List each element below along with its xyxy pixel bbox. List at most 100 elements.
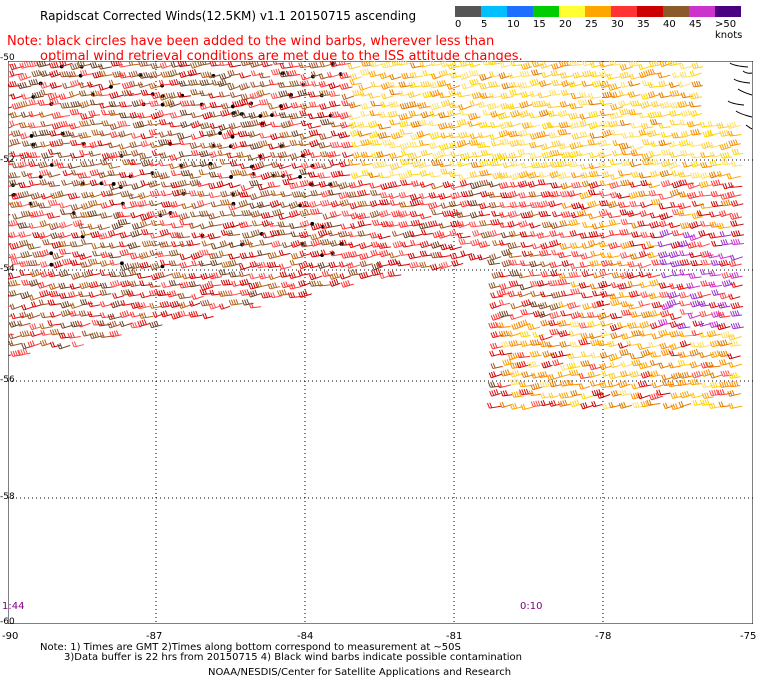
wind-barb [47, 92, 61, 101]
wind-barb [90, 90, 102, 97]
wind-barb [150, 62, 163, 70]
wind-barb [39, 129, 51, 137]
wind-barb [287, 69, 301, 77]
wind-barb [588, 163, 601, 170]
wind-barb [309, 151, 322, 159]
wind-barb [728, 139, 741, 147]
wind-barb [429, 110, 442, 117]
wind-barb [88, 150, 101, 157]
wind-barb [168, 121, 184, 128]
colorbar-label: 10 [507, 19, 520, 30]
wind-barb [328, 159, 343, 167]
wind-barb [628, 61, 642, 67]
wind-barb [249, 91, 263, 100]
wind-barb [317, 141, 332, 149]
wind-barb [270, 92, 283, 100]
wind-barb [378, 111, 392, 118]
wind-barb [517, 139, 531, 146]
wind-barb [588, 92, 602, 99]
wind-barb [568, 80, 582, 88]
lon-label-84: -84 [297, 631, 314, 642]
wind-barb [298, 62, 312, 69]
wind-barb [397, 61, 412, 66]
wind-barb [107, 142, 121, 149]
wind-barb [508, 81, 522, 89]
wind-barb [658, 122, 671, 129]
wind-barb [389, 162, 403, 171]
wind-barb [360, 159, 373, 167]
wind-barb [138, 61, 152, 67]
wind-barb [318, 80, 332, 88]
wind-barb [429, 102, 442, 111]
wind-barb [436, 79, 452, 87]
wind-barb [377, 131, 391, 139]
wind-barb [68, 122, 81, 130]
wind-barb [647, 81, 662, 88]
wind-barb [618, 99, 631, 107]
wind-barb [400, 149, 414, 156]
wind-barb [238, 82, 251, 91]
wind-barb [499, 138, 511, 146]
wind-barb [667, 61, 682, 67]
wind-barb [497, 112, 511, 120]
contamination-dot [218, 131, 223, 136]
wind-barb [472, 151, 484, 158]
wind-barb [609, 111, 624, 120]
wind-barb [200, 142, 214, 149]
lon-label-90: -90 [2, 631, 19, 642]
wind-barb [341, 141, 354, 149]
wind-barb [627, 90, 641, 98]
wind-barb [587, 99, 603, 106]
wind-barb [360, 138, 373, 146]
wind-barb [602, 91, 614, 99]
wind-barb [339, 82, 353, 90]
wind-barb [247, 101, 262, 109]
wind-barb [79, 69, 94, 77]
wind-barb [150, 111, 164, 120]
wind-barb [229, 160, 242, 167]
wind-barb [448, 142, 463, 149]
wind-barb [8, 172, 21, 179]
wind-barb [530, 69, 543, 76]
wind-barb [557, 172, 571, 179]
wind-barb [689, 70, 702, 77]
wind-barb [567, 160, 582, 168]
wind-barb [28, 160, 41, 168]
wind-barb [30, 142, 42, 149]
wind-barb [217, 79, 231, 87]
wind-barb [388, 100, 401, 108]
contamination-dot [258, 114, 263, 118]
wind-barb [27, 122, 42, 129]
lat-label-58: -58 [0, 492, 15, 502]
wind-barb [107, 162, 121, 170]
wind-barb [308, 61, 321, 69]
wind-barb [399, 141, 412, 150]
wind-barb [288, 119, 302, 126]
lat-label-54: -54 [0, 264, 15, 274]
wind-barb [629, 100, 643, 107]
wind-barb [178, 71, 193, 79]
wind-barb [730, 160, 743, 167]
wind-barb [447, 61, 462, 70]
wind-barb [598, 161, 612, 168]
wind-barb [369, 139, 383, 146]
wind-barb [47, 180, 61, 188]
wind-barb [379, 72, 391, 80]
wind-barb [657, 72, 671, 79]
wind-barb [646, 129, 661, 138]
colorbar-swatch [715, 6, 741, 17]
wind-barb [39, 81, 53, 89]
wind-barb [148, 82, 163, 90]
wind-barb [148, 129, 161, 136]
wind-barb [488, 61, 502, 66]
wind-barb [630, 171, 644, 178]
wind-barb [526, 171, 541, 179]
wind-barb [28, 179, 42, 187]
wind-barb [498, 172, 512, 179]
wind-barb [601, 129, 614, 138]
wind-barb [299, 110, 312, 117]
wind-barb [270, 151, 283, 158]
wind-barb [377, 160, 392, 168]
wind-barb [677, 171, 691, 178]
wind-barb [448, 170, 461, 177]
